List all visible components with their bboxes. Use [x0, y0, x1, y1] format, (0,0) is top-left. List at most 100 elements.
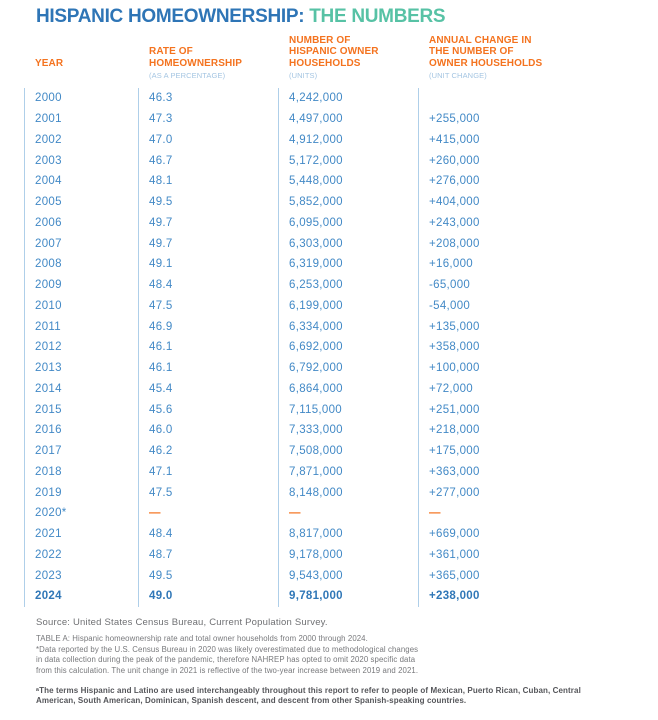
change-cell: +208,000	[418, 233, 618, 254]
rate-cell: 45.6	[138, 399, 278, 420]
households-cell: 4,497,000	[278, 108, 418, 130]
households-cell: 4,242,000	[278, 88, 418, 109]
year-cell: 2017	[24, 440, 138, 462]
table-row: 2018 47.1 7,871,000 +363,000	[24, 461, 618, 483]
data-table: 2000 46.3 4,242,000 2001 47.3 4,497,000 +255,0…	[24, 88, 618, 607]
rate-cell: 48.1	[138, 171, 278, 192]
households-cell: 9,543,000	[278, 565, 418, 586]
table-row: 2022 48.7 9,178,000 +361,000	[24, 544, 618, 566]
change-cell: —	[418, 503, 618, 524]
table-row: 2023 49.5 9,543,000 +365,000	[24, 565, 618, 586]
table-row: 2013 46.1 6,792,000 +100,000	[24, 357, 618, 379]
change-cell: +260,000	[418, 150, 618, 171]
year-cell: 2022	[24, 544, 138, 566]
year-cell: 2019	[24, 482, 138, 503]
year-cell: 2012	[24, 337, 138, 358]
rate-cell: 46.9	[138, 316, 278, 337]
terms-note: ᵃThe terms Hispanic and Latino are used …	[36, 686, 581, 706]
table-row: 2016 46.0 7,333,000 +218,000	[24, 420, 618, 441]
rate-cell: 47.1	[138, 461, 278, 483]
change-cell: +218,000	[418, 420, 618, 441]
households-cell: 7,333,000	[278, 420, 418, 441]
table-row: 2012 46.1 6,692,000 +358,000	[24, 337, 618, 358]
year-cell: 2002	[24, 129, 138, 151]
rate-cell: 46.3	[138, 88, 278, 109]
page-title: HISPANIC HOMEOWNERSHIP: THE NUMBERS	[36, 6, 446, 28]
column-header-year: YEAR	[24, 33, 138, 80]
households-cell: 8,148,000	[278, 482, 418, 503]
change-cell: +365,000	[418, 565, 618, 586]
households-cell: 6,792,000	[278, 357, 418, 379]
column-sublabel: (AS A PERCENTAGE)	[149, 71, 226, 80]
households-cell: 4,912,000	[278, 129, 418, 151]
column-sublabel: (UNITS)	[289, 71, 318, 80]
year-cell: 2004	[24, 171, 138, 192]
rate-cell: 49.7	[138, 212, 278, 234]
change-cell: +358,000	[418, 337, 618, 358]
table-note: TABLE A: Hispanic homeownership rate and…	[36, 634, 368, 643]
column-header-change: ANNUAL CHANGE IN THE NUMBER OF OWNER HOUSE…	[418, 33, 618, 81]
rate-cell: 46.1	[138, 357, 278, 379]
households-cell: 5,172,000	[278, 150, 418, 171]
change-cell: +175,000	[418, 440, 618, 462]
year-cell: 2010	[24, 295, 138, 317]
households-cell: 6,253,000	[278, 274, 418, 296]
table-row: 2010 47.5 6,199,000 -54,000	[24, 295, 618, 317]
change-cell: +415,000	[418, 129, 618, 151]
page-title-accent: THE NUMBERS	[309, 6, 446, 27]
year-cell: 2001	[24, 108, 138, 130]
change-cell: +277,000	[418, 482, 618, 503]
change-cell: +255,000	[418, 108, 618, 130]
households-cell: 8,817,000	[278, 523, 418, 545]
year-cell: 2023	[24, 565, 138, 586]
change-cell: +669,000	[418, 523, 618, 545]
rate-cell: 46.7	[138, 150, 278, 171]
change-cell: +100,000	[418, 357, 618, 379]
year-cell: 2003	[24, 150, 138, 171]
column-label: ANNUAL CHANGE IN THE NUMBER OF OWNER HOUSE…	[429, 34, 543, 69]
households-cell: 7,115,000	[278, 399, 418, 420]
change-cell: -65,000	[418, 274, 618, 296]
column-label: NUMBER OF HISPANIC OWNER HOUSEHOLDS	[289, 34, 379, 69]
change-cell: +276,000	[418, 171, 618, 192]
year-cell: 2005	[24, 191, 138, 213]
households-cell: 9,178,000	[278, 544, 418, 566]
rate-cell: 49.5	[138, 191, 278, 213]
column-header-households: NUMBER OF HISPANIC OWNER HOUSEHOLDS (UNITS)	[278, 33, 418, 81]
households-cell: 6,303,000	[278, 233, 418, 254]
table-row: 2002 47.0 4,912,000 +415,000	[24, 129, 618, 151]
change-cell: +251,000	[418, 399, 618, 420]
column-sublabel	[35, 71, 138, 80]
table-row: 2024 49.0 9,781,000 +238,000	[24, 586, 618, 607]
rate-cell: 49.1	[138, 254, 278, 275]
households-cell: 6,692,000	[278, 337, 418, 358]
households-cell: —	[278, 503, 418, 524]
households-cell: 6,095,000	[278, 212, 418, 234]
table-row: 2015 45.6 7,115,000 +251,000	[24, 399, 618, 420]
change-cell: +363,000	[418, 461, 618, 483]
change-cell: +72,000	[418, 378, 618, 400]
table-row: 2003 46.7 5,172,000 +260,000	[24, 150, 618, 171]
year-cell: 2014	[24, 378, 138, 400]
source-line: Source: United States Census Bureau, Cur…	[36, 617, 328, 628]
year-cell: 2016	[24, 420, 138, 441]
data-omission-note: *Data reported by the U.S. Census Bureau…	[36, 645, 419, 675]
table-row: 2019 47.5 8,148,000 +277,000	[24, 482, 618, 503]
table-row: 2020* — — —	[24, 503, 618, 524]
change-cell	[418, 88, 618, 109]
households-cell: 6,864,000	[278, 378, 418, 400]
households-cell: 6,199,000	[278, 295, 418, 317]
change-cell: +135,000	[418, 316, 618, 337]
column-sublabel: (UNIT CHANGE)	[429, 71, 487, 80]
page-title-main: HISPANIC HOMEOWNERSHIP:	[36, 6, 305, 27]
rate-cell: 47.3	[138, 108, 278, 130]
year-cell: 2007	[24, 233, 138, 254]
change-cell: -54,000	[418, 295, 618, 317]
table-header: YEAR RATE OF HOMEOWNERSHIP (AS A PERCENTAGE…	[24, 33, 618, 81]
households-cell: 6,334,000	[278, 316, 418, 337]
year-cell: 2013	[24, 357, 138, 379]
table-row: 2017 46.2 7,508,000 +175,000	[24, 440, 618, 462]
year-cell: 2024	[24, 586, 138, 607]
table-row: 2000 46.3 4,242,000	[24, 88, 618, 109]
change-cell: +361,000	[418, 544, 618, 566]
